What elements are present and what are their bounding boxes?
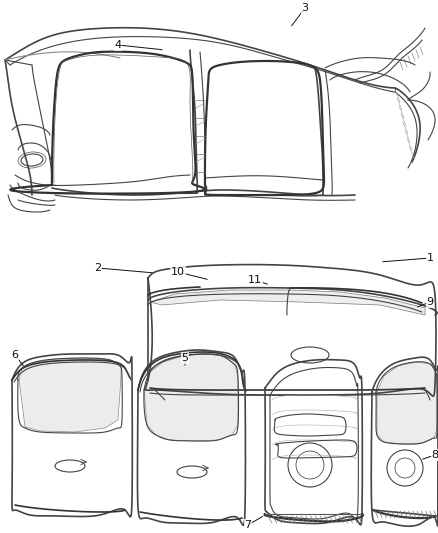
Text: 8: 8 bbox=[431, 450, 438, 460]
Polygon shape bbox=[144, 354, 238, 441]
Text: 7: 7 bbox=[244, 520, 251, 530]
Polygon shape bbox=[19, 358, 121, 432]
Polygon shape bbox=[150, 290, 425, 315]
Text: 1: 1 bbox=[427, 253, 434, 263]
Text: 3: 3 bbox=[301, 3, 308, 13]
Text: 10: 10 bbox=[171, 267, 185, 277]
Text: 9: 9 bbox=[427, 297, 434, 307]
Text: 2: 2 bbox=[95, 263, 102, 273]
Text: 6: 6 bbox=[11, 350, 18, 360]
Text: 4: 4 bbox=[114, 40, 122, 50]
Polygon shape bbox=[377, 362, 437, 444]
Text: 11: 11 bbox=[248, 275, 262, 285]
Text: 5: 5 bbox=[181, 353, 188, 363]
